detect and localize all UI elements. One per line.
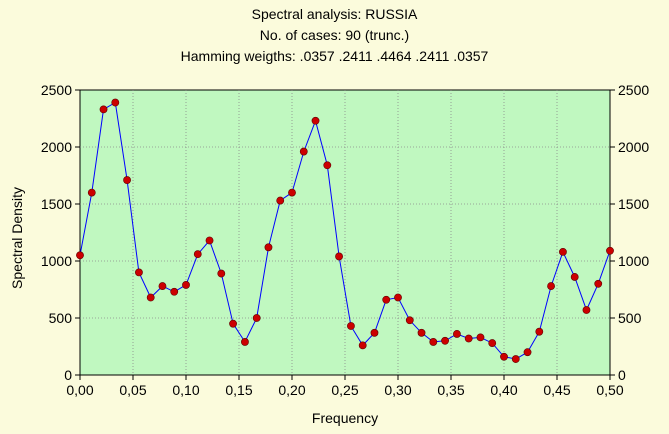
data-point — [441, 336, 449, 345]
data-point — [241, 338, 249, 346]
x-tick-label: 0,30 — [384, 382, 411, 398]
data-point — [405, 316, 414, 325]
data-point — [335, 252, 343, 261]
x-tick-label: 0,50 — [596, 382, 623, 398]
y-tick-label-right: 1500 — [618, 196, 649, 212]
series-line — [79, 101, 611, 360]
title-line-2: No. of cases: 90 (trunc.) — [259, 27, 410, 43]
data-point — [570, 273, 579, 281]
data-point — [87, 188, 96, 197]
data-point — [205, 236, 214, 245]
data-point — [229, 319, 237, 328]
title-line-1: Spectral analysis: RUSSIA — [251, 6, 418, 22]
x-tick-label: 0,25 — [331, 382, 358, 398]
data-point — [464, 334, 473, 343]
y-tick-label-left: 2500 — [41, 82, 72, 98]
data-point — [158, 282, 167, 290]
data-point — [429, 338, 438, 346]
x-tick-label: 0,15 — [225, 382, 252, 398]
y-tick-label-right: 2500 — [618, 82, 649, 98]
data-point — [476, 333, 485, 342]
grid — [80, 90, 610, 375]
data-point — [264, 243, 273, 252]
data-point — [170, 287, 179, 296]
y-tick-label-right: 0 — [618, 367, 626, 383]
data-point — [394, 293, 402, 302]
data-point — [123, 176, 131, 184]
y-tick-label-left: 0 — [64, 367, 72, 383]
data-point — [417, 328, 426, 337]
x-tick-label: 0,45 — [543, 382, 570, 398]
data-point — [99, 105, 108, 114]
x-tick-label: 0,00 — [66, 382, 93, 398]
chart-title: Spectral analysis: RUSSIA No. of cases: … — [0, 4, 669, 67]
data-point — [135, 268, 143, 277]
series-line-layer — [79, 101, 611, 360]
y-axis-title: Spectral Density — [9, 187, 25, 289]
x-tick-label: 0,05 — [119, 382, 146, 398]
y-tick-label-left: 1500 — [41, 196, 72, 212]
y-tick-label-right: 2000 — [618, 139, 649, 155]
data-point — [111, 98, 120, 107]
data-point — [606, 246, 614, 255]
y-tick-label-right: 500 — [618, 310, 642, 326]
x-axis-title: Frequency — [312, 410, 378, 426]
data-point — [193, 250, 202, 259]
ticks: 0,00 0,05 0,10 0,15 0,20 0,25 0,30 0,35 0,40 0,45… — [41, 82, 650, 398]
y-tick-label-left: 500 — [49, 310, 73, 326]
x-tick-label: 0,35 — [437, 382, 464, 398]
data-point — [299, 147, 308, 156]
x-tick-label: 0,40 — [490, 382, 517, 398]
data-point — [535, 327, 544, 336]
data-point — [217, 269, 226, 278]
data-point — [511, 355, 520, 363]
data-point — [559, 247, 567, 256]
x-tick-label: 0,20 — [278, 382, 305, 398]
data-point — [370, 328, 379, 337]
data-point — [582, 306, 591, 314]
y-tick-label-right: 1000 — [618, 253, 649, 269]
data-point — [358, 341, 367, 350]
data-point — [594, 279, 603, 288]
markers — [76, 98, 614, 363]
data-point — [500, 352, 508, 361]
data-point — [288, 188, 296, 197]
y-tick-label-left: 2000 — [41, 139, 72, 155]
data-point — [523, 348, 532, 357]
data-point — [323, 161, 332, 170]
data-point — [76, 251, 84, 260]
data-point — [347, 322, 355, 330]
data-point — [276, 196, 285, 205]
data-point — [182, 281, 190, 289]
x-tick-label: 0,10 — [172, 382, 199, 398]
data-point — [311, 116, 320, 125]
data-point — [488, 339, 497, 347]
data-point — [382, 295, 391, 304]
data-point — [453, 330, 461, 338]
data-point — [146, 293, 155, 302]
title-line-3: Hamming weigths: .0357 .2411 .4464 .2411… — [180, 48, 489, 64]
y-tick-label-left: 1000 — [41, 253, 72, 269]
data-point — [252, 314, 261, 322]
data-point — [547, 282, 555, 290]
